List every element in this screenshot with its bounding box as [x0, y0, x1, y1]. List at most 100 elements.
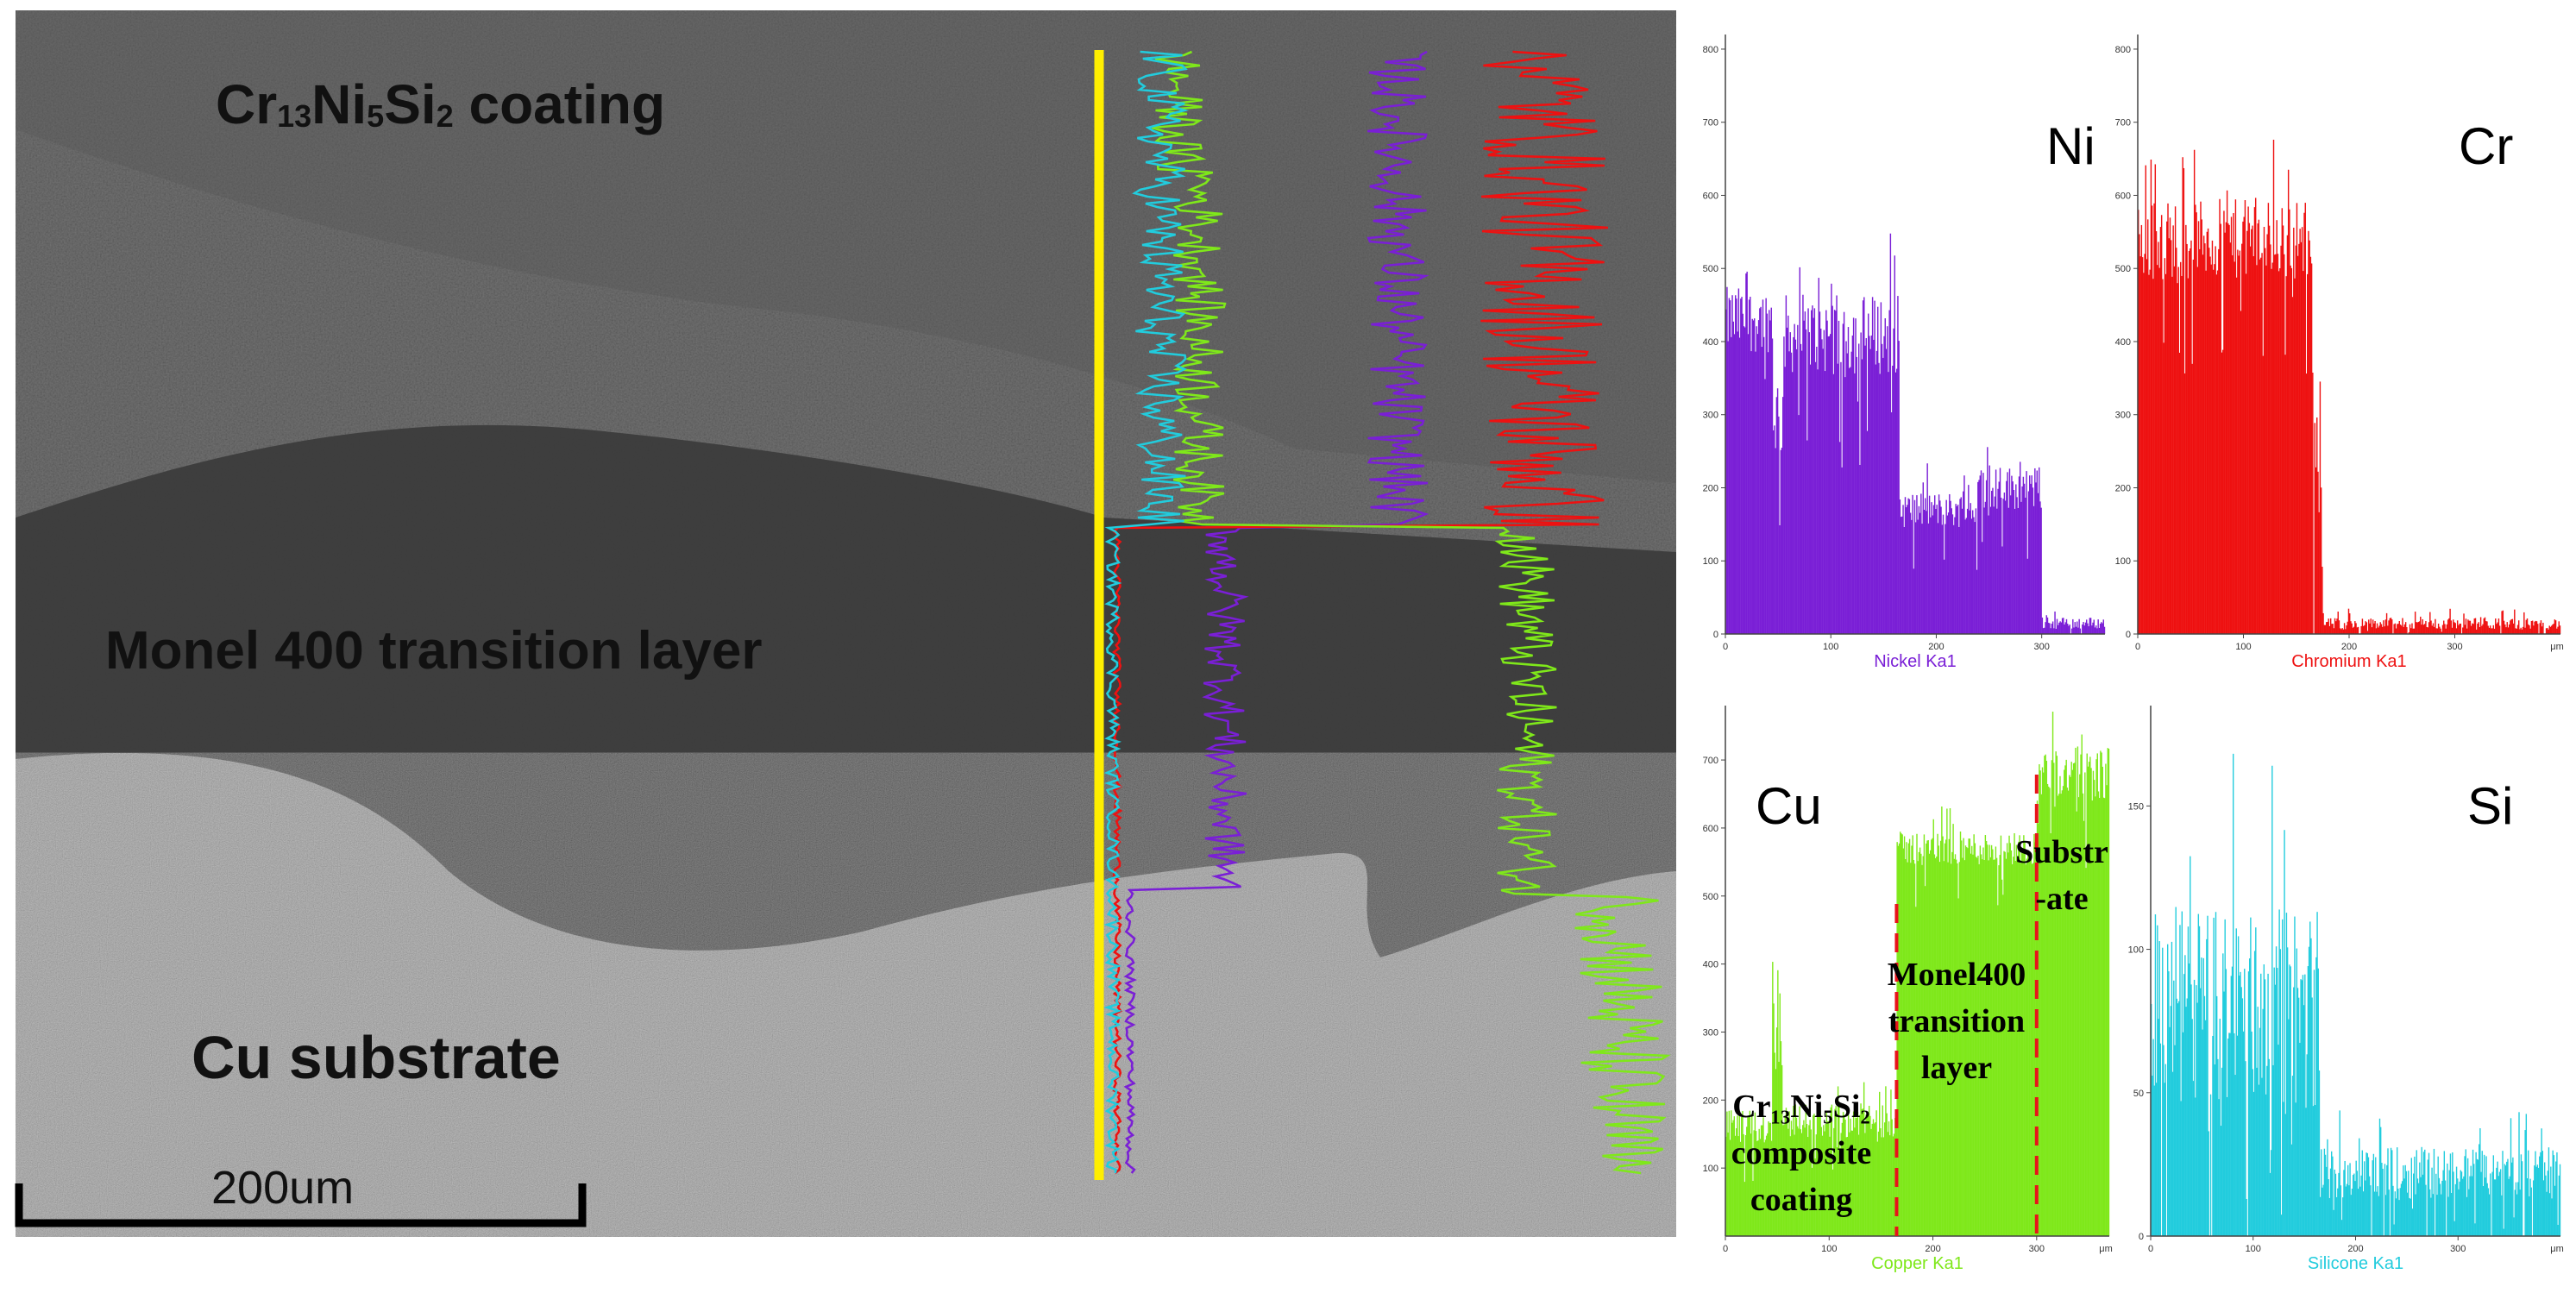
bar — [2513, 1217, 2515, 1236]
y-tick-label: 300 — [1703, 1027, 1718, 1038]
bar — [2262, 355, 2264, 634]
bar — [1760, 306, 1762, 634]
bar — [2237, 936, 2240, 1236]
bar — [1870, 1128, 1872, 1236]
bar — [2347, 1164, 2349, 1236]
bar — [1880, 302, 1882, 634]
bar — [2212, 269, 2215, 634]
bar — [1765, 298, 1767, 634]
bar — [1850, 351, 1852, 634]
bar — [2387, 1148, 2389, 1236]
bar — [1884, 317, 1886, 634]
bar — [2008, 468, 2011, 634]
bar — [2544, 1162, 2546, 1236]
bar — [2537, 1167, 2540, 1236]
bar — [2098, 627, 2101, 634]
bar — [2084, 772, 2086, 1236]
bar — [2060, 622, 2063, 634]
bar — [1992, 849, 1994, 1236]
bar — [2420, 616, 2422, 634]
bar — [2038, 823, 2039, 1236]
bar — [2217, 1058, 2219, 1236]
bar — [2241, 243, 2243, 634]
bar — [1984, 835, 1987, 1236]
bar — [2293, 987, 2295, 1236]
bar — [2493, 628, 2496, 634]
bar — [2033, 505, 2035, 634]
bar — [1818, 1111, 1819, 1236]
bar — [1916, 495, 1918, 634]
bar — [2550, 625, 2553, 634]
bar — [2558, 1175, 2560, 1236]
bar — [1941, 524, 1943, 634]
region-label: Cr₁₃Ni₅Si₂ composite coating — [1731, 1089, 1872, 1218]
bar — [1965, 518, 1968, 634]
bar — [2291, 297, 2294, 634]
bar — [2516, 625, 2519, 634]
bar — [2489, 625, 2491, 634]
bar — [2099, 624, 2102, 634]
bar — [2253, 951, 2256, 1236]
bar — [1883, 336, 1885, 634]
bar — [1762, 1117, 1764, 1236]
bar — [1989, 857, 1992, 1236]
bar — [2556, 1152, 2558, 1236]
bar — [1728, 298, 1731, 634]
bar — [2011, 863, 2014, 1236]
bar — [2062, 786, 2064, 1236]
bar — [2497, 1176, 2499, 1236]
bar — [2475, 1152, 2477, 1236]
x-tick-label: 0 — [2148, 1244, 2153, 1254]
bar — [2462, 627, 2464, 634]
bar — [2001, 546, 2003, 634]
bar — [1999, 468, 2001, 634]
bar — [1803, 1120, 1805, 1236]
bar — [2051, 760, 2053, 1236]
bar — [1726, 1111, 1728, 1236]
bar — [1888, 1121, 1890, 1236]
bar — [1978, 863, 1980, 1236]
bar — [2074, 622, 2076, 634]
bar — [2441, 631, 2442, 634]
bar — [1920, 493, 1922, 634]
bar — [2421, 625, 2422, 634]
bar — [2312, 1106, 2315, 1236]
bar — [2266, 234, 2268, 634]
bar — [2213, 917, 2215, 1236]
bar — [1998, 481, 2000, 634]
bar — [2488, 1194, 2491, 1236]
bar — [2394, 623, 2397, 634]
bar — [2055, 751, 2057, 1236]
bar — [2311, 997, 2313, 1236]
bar — [2355, 623, 2357, 634]
bar — [2101, 622, 2102, 634]
bar — [1930, 517, 1932, 634]
bar — [1970, 518, 1973, 634]
bar — [2183, 373, 2186, 634]
x-axis-label: Chromium Ka1 — [2291, 652, 2406, 671]
bar — [2267, 203, 2270, 635]
bar — [2070, 762, 2072, 1236]
bar — [1773, 1003, 1775, 1236]
bar — [2006, 480, 2007, 634]
bar — [2418, 621, 2421, 634]
bar — [2324, 625, 2327, 634]
bar — [1855, 1117, 1857, 1236]
bar — [1775, 1027, 1778, 1236]
bar — [2256, 265, 2258, 634]
bar — [2268, 1058, 2270, 1236]
bar — [1959, 832, 1962, 1236]
bar — [1831, 305, 1833, 634]
bar — [2178, 352, 2181, 634]
bar — [1800, 1129, 1801, 1236]
y-tick-label: 0 — [2126, 630, 2131, 640]
bar — [1835, 311, 1837, 634]
bar — [2253, 207, 2256, 635]
bar — [2519, 1189, 2521, 1236]
bar — [2506, 622, 2508, 634]
x-tick-label: 200 — [2347, 1244, 2363, 1254]
x-tick-label: 100 — [1823, 642, 1838, 652]
bar — [2252, 1091, 2255, 1236]
bar — [1929, 850, 1932, 1236]
bar — [1831, 1104, 1833, 1236]
